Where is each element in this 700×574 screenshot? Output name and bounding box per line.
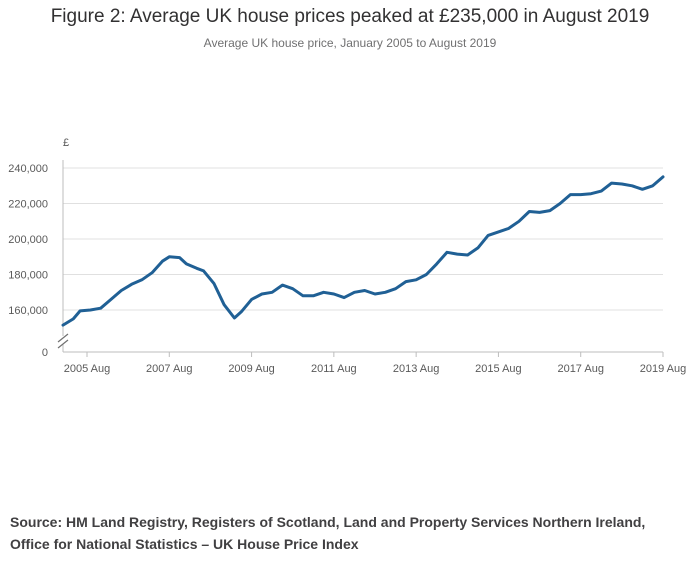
- y-tick-label: 0: [42, 347, 48, 359]
- series-line-house-price: [61, 175, 665, 327]
- x-tick-label: 2013 Aug: [393, 363, 440, 375]
- y-tick-label: 160,000: [8, 305, 48, 317]
- y-axis: 0 160,000 180,000 200,000 220,000 240,000 £: [8, 137, 69, 359]
- axis-break-mark: [57, 339, 69, 349]
- x-tick-label: 2009 Aug: [228, 363, 275, 375]
- y-unit-label: £: [63, 137, 69, 149]
- gridlines: [63, 167, 663, 311]
- x-axis: 2005 Aug 2007 Aug 2009 Aug 2011 Aug 2013 Aug…: [63, 351, 687, 375]
- x-tick-label: 2007 Aug: [146, 363, 193, 375]
- y-tick-label: 180,000: [8, 270, 48, 282]
- x-tick-label: 2005 Aug: [64, 363, 111, 375]
- x-tick-label: 2011 Aug: [311, 363, 357, 375]
- series-layer: [61, 175, 665, 327]
- chart-subtitle: Average UK house price, January 2005 to …: [203, 36, 497, 50]
- y-tick-label: 220,000: [8, 199, 48, 211]
- x-tick-label: 2015 Aug: [475, 363, 522, 375]
- x-tick-label: 2017 Aug: [557, 363, 604, 375]
- chart-title: Figure 2: Average UK house prices peaked…: [50, 6, 650, 27]
- axis-break-mark: [57, 333, 69, 343]
- line-chart: 0 160,000 180,000 200,000 220,000 240,000 £ 20…: [8, 137, 687, 375]
- x-tick-label: 2019 Aug: [640, 363, 687, 375]
- y-tick-label: 200,000: [8, 234, 48, 246]
- y-tick-label: 240,000: [8, 163, 48, 175]
- source-note: Source: HM Land Registry, Registers of S…: [10, 514, 646, 552]
